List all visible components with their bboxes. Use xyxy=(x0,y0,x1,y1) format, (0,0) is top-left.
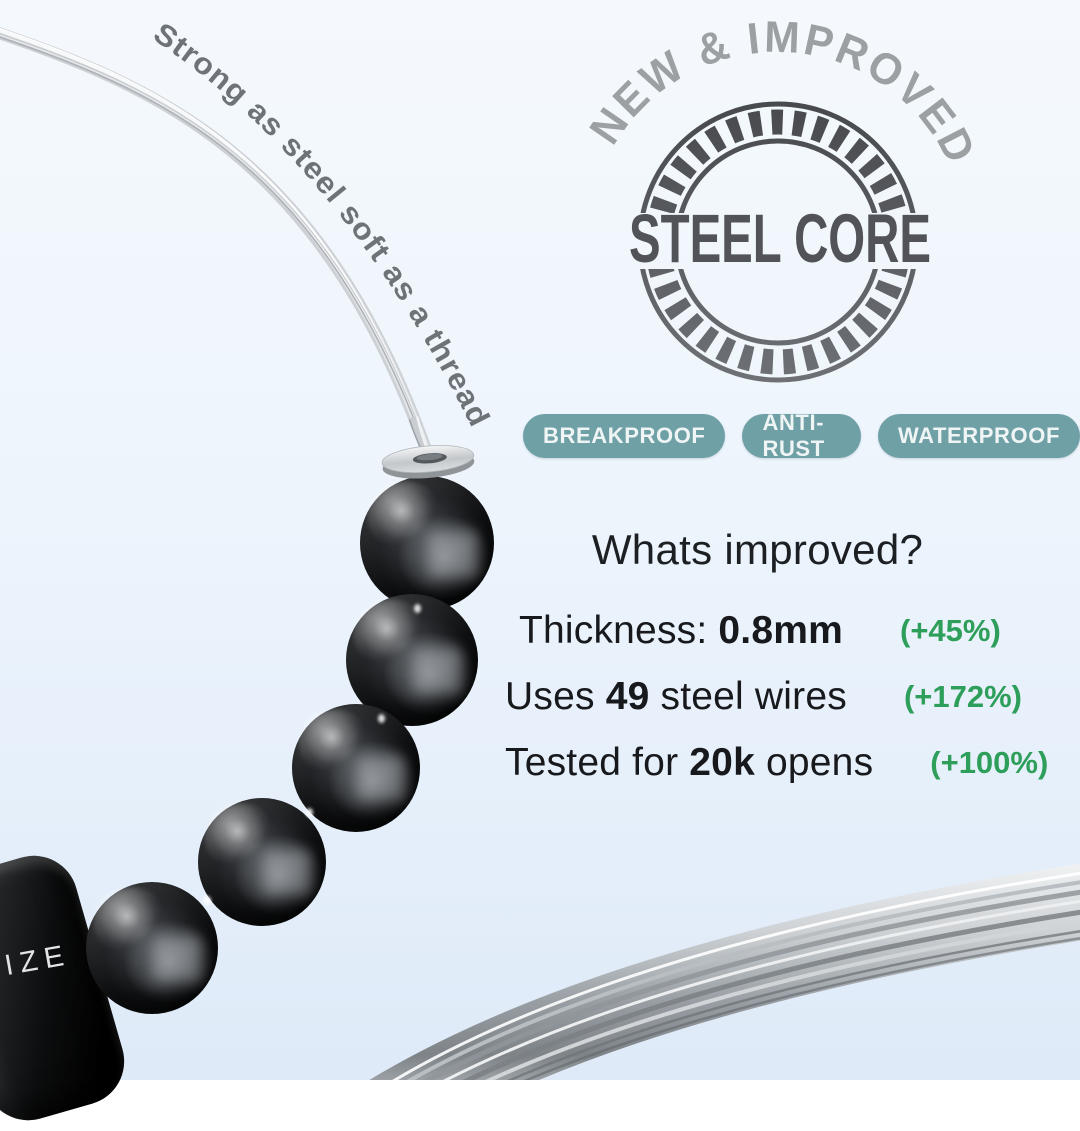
improvement-delta: (+100%) xyxy=(930,745,1049,780)
improvements-heading: Whats improved? xyxy=(591,526,924,573)
improvement-text: Uses 49 steel wires xyxy=(505,675,847,718)
washer-endcap xyxy=(381,416,475,479)
bead xyxy=(86,882,218,1014)
wire-glint xyxy=(306,808,313,817)
bead xyxy=(360,476,494,610)
steel-core-stamp: STEEL CORE xyxy=(629,101,931,383)
curved-tagline: Strong as steel soft as a thread xyxy=(147,17,495,433)
feature-pills: BREAKPROOF ANTI-RUST WATERPROOF xyxy=(523,410,1080,461)
artwork-layer: Strong as steel soft as a thread NEW & I… xyxy=(0,13,1080,1080)
bead xyxy=(198,798,326,926)
improvement-delta: (+45%) xyxy=(900,613,1001,648)
improvements-panel: Whats improved? Thickness: 0.8mm (+45%) … xyxy=(505,526,1048,796)
pill-anti-rust: ANTI-RUST xyxy=(742,410,861,461)
improvement-text: Thickness: 0.8mm xyxy=(518,609,843,652)
stamp-label: STEEL CORE xyxy=(629,200,931,276)
thick-steel-cable xyxy=(385,871,1080,1080)
new-improved-arc-text: NEW & IMPROVED xyxy=(580,13,986,173)
brand-tag-label: RIZE xyxy=(0,939,73,987)
improvement-row-thickness: Thickness: 0.8mm (+45%) xyxy=(505,598,1010,664)
pill-breakproof: BREAKPROOF xyxy=(523,414,726,458)
bead xyxy=(346,594,478,726)
bead xyxy=(292,704,420,832)
wire-glint xyxy=(414,604,421,613)
improvement-text: Tested for 20k opens xyxy=(505,741,874,784)
wire-glint xyxy=(203,896,211,905)
pill-waterproof: WATERPROOF xyxy=(877,414,1080,458)
product-infographic: Strong as steel soft as a thread NEW & I… xyxy=(0,0,1080,1080)
stamp-ring xyxy=(637,101,919,383)
wire-glint xyxy=(378,714,385,723)
improvement-row-opens: Tested for 20k opens (+100%) xyxy=(505,730,1048,796)
improvements-rows: Thickness: 0.8mm (+45%) Uses 49 steel wi… xyxy=(505,598,1048,796)
improvement-row-wires: Uses 49 steel wires (+172%) xyxy=(505,664,1022,730)
improvement-delta: (+172%) xyxy=(903,679,1022,714)
